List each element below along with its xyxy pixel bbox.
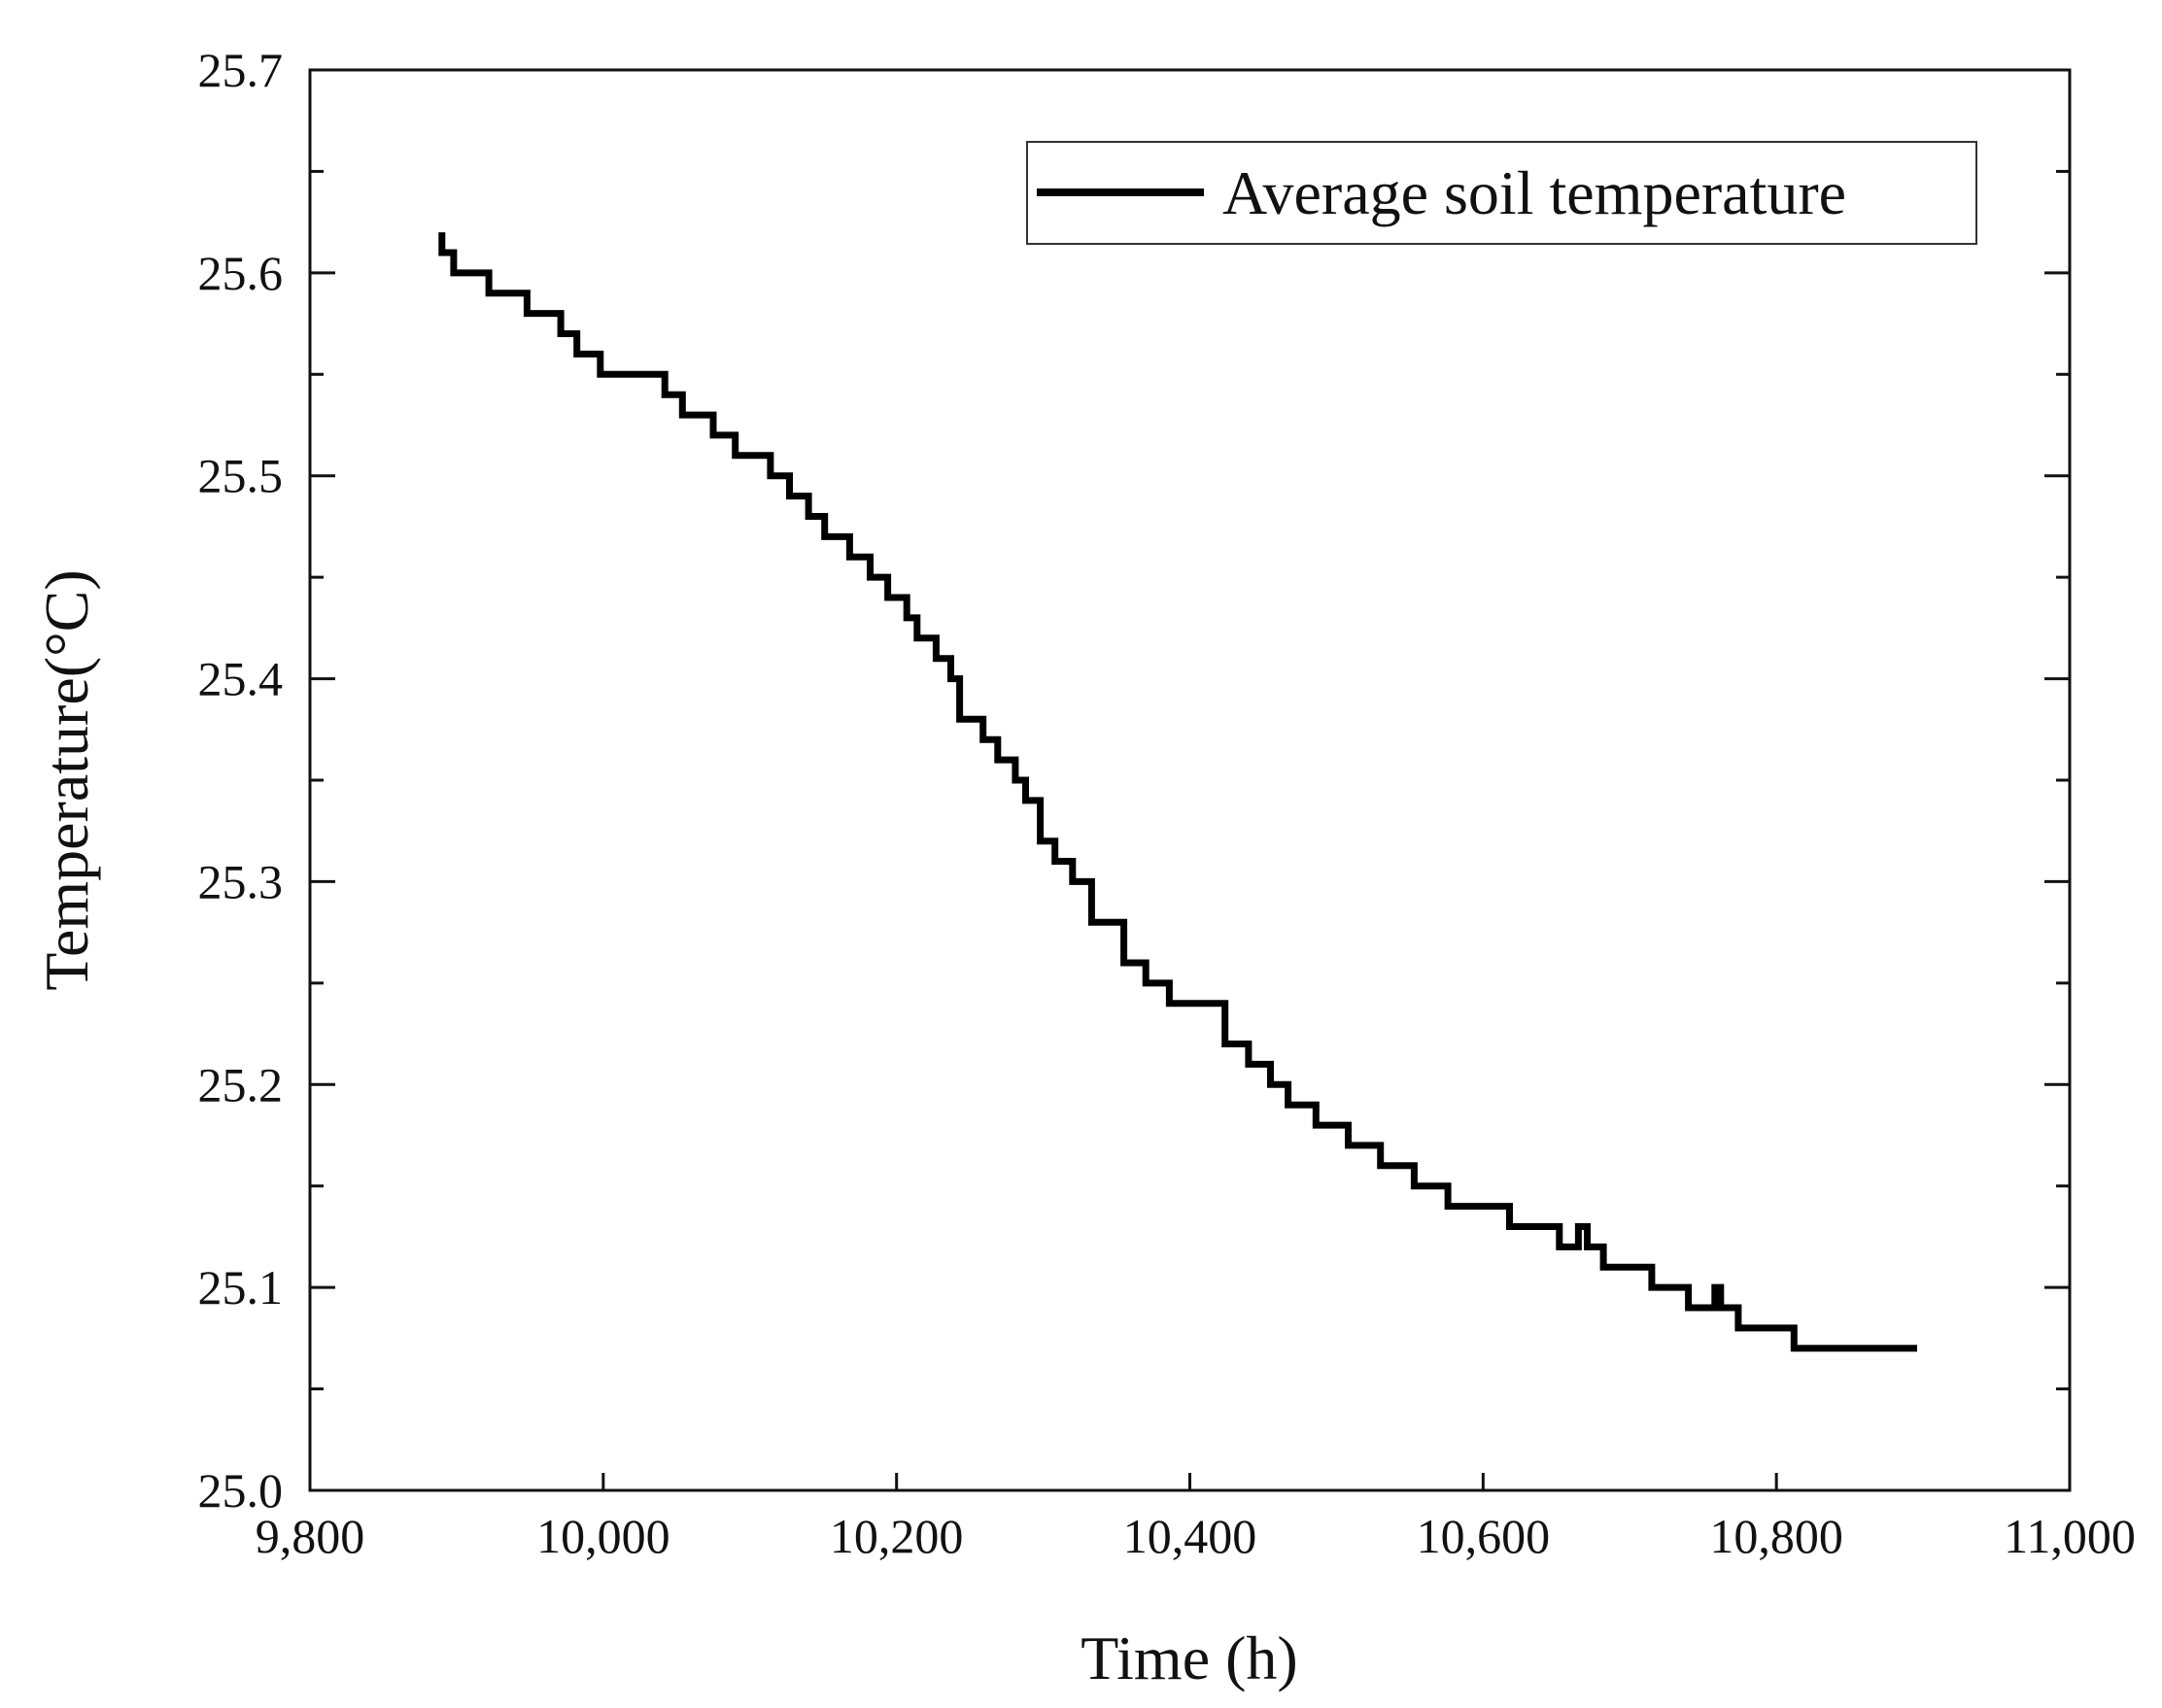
y-tick-label: 25.7 [198, 43, 284, 97]
y-tick-label: 25.4 [198, 652, 284, 706]
x-tick-label: 10,000 [536, 1509, 670, 1563]
legend-label: Average soil temperature [1222, 158, 1846, 227]
series-layer [438, 232, 1917, 1352]
x-axis-title: Time (h) [1081, 1623, 1297, 1692]
x-axis-ticks [308, 1473, 2072, 1490]
x-axis-tick-labels: 9,800 10,000 10,200 10,400 10,600 10,800 11,00… [256, 1509, 2136, 1563]
y-tick-label: 25.5 [198, 449, 284, 503]
y-tick-label: 25.3 [198, 854, 284, 908]
x-tick-label: 10,400 [1123, 1509, 1257, 1563]
x-tick-label: 10,600 [1417, 1509, 1551, 1563]
x-tick-label: 11,000 [2004, 1509, 2136, 1563]
legend: Average soil temperature [1026, 141, 1977, 245]
y-axis-tick-labels: 25.0 25.1 25.2 25.3 25.4 25.5 25.6 25.7 [198, 43, 284, 1518]
y-axis-title: Temperature(°C) [32, 569, 101, 990]
y-tick-label: 25.1 [198, 1260, 284, 1315]
x-tick-label: 9,800 [256, 1509, 365, 1563]
series-line-average-soil-temperature [438, 232, 1917, 1352]
y-tick-label: 25.2 [198, 1057, 284, 1111]
x-tick-label: 10,200 [830, 1509, 964, 1563]
y-tick-label: 25.6 [198, 246, 284, 300]
y-axis-ticks [310, 68, 2070, 1492]
x-tick-label: 10,800 [1709, 1509, 1843, 1563]
y-tick-label: 25.0 [198, 1463, 284, 1518]
